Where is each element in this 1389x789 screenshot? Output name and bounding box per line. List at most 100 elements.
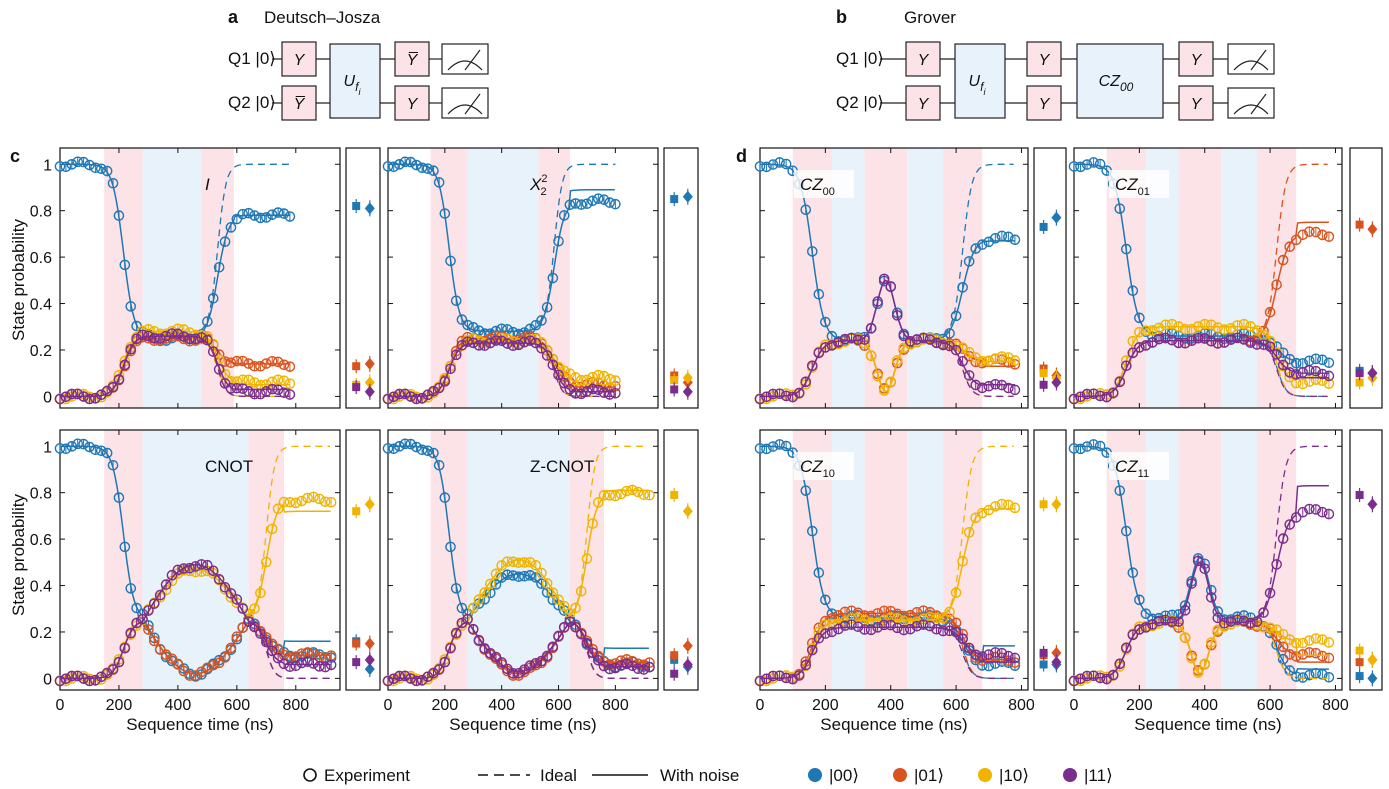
plot-frame <box>1073 429 1343 691</box>
panel-title-sub: 01 <box>1138 186 1150 198</box>
circuit-b-q2-gate-3: Y <box>1191 96 1203 113</box>
side-diamond-00 <box>682 190 693 203</box>
x-tick-label: 200 <box>431 697 458 714</box>
y-tick-label: 0.4 <box>30 579 52 596</box>
panel-title-sub: 00 <box>823 186 835 198</box>
ideal-line-00 <box>942 619 1014 680</box>
x-axis-label: Sequence time (ns) <box>1134 715 1281 734</box>
side-square-11 <box>352 658 361 667</box>
y-tick-label: 0.8 <box>30 486 52 503</box>
ideal-line-11 <box>942 628 1014 680</box>
x-tick-label: 800 <box>602 697 629 714</box>
side-diamond-11 <box>364 653 375 666</box>
region-pink <box>430 430 468 690</box>
circuit-a-q2-label: Q2 |0⟩ <box>228 93 276 112</box>
circuit-a-q1-gate-1: Y <box>294 52 306 69</box>
region-blue <box>467 148 539 408</box>
side-square-11 <box>670 669 679 678</box>
side-diamond-10 <box>682 505 693 518</box>
side-diamond-11 <box>1051 656 1062 669</box>
x-axis-label: Sequence time (ns) <box>449 715 596 734</box>
side-square-01 <box>1355 658 1364 667</box>
region-blue <box>1221 148 1258 408</box>
panel-title-CZ10: CZ10 <box>800 457 835 480</box>
legend-s11-dot <box>1063 768 1077 782</box>
plot-frame <box>759 147 1029 409</box>
x-tick-label: 200 <box>1126 697 1153 714</box>
ideal-line-10 <box>942 445 1014 615</box>
side-diamond-10 <box>1051 498 1062 511</box>
x-tick-label: 600 <box>943 697 970 714</box>
y-tick-label: 1 <box>43 157 52 174</box>
y-axis-label-top: State probability <box>9 219 28 341</box>
x-axis-label: Sequence time (ns) <box>126 715 273 734</box>
side-square-01 <box>352 639 361 648</box>
side-square-11 <box>1039 380 1048 389</box>
side-square-11 <box>352 383 361 392</box>
x-axis-label: Sequence time (ns) <box>820 715 967 734</box>
panel-title-X22: X2 2 <box>529 173 547 198</box>
panel-title-main: X <box>529 175 542 194</box>
x-tick-label: 400 <box>877 697 904 714</box>
panel-title-main: CZ <box>800 457 823 476</box>
panel-title-main: I <box>205 175 210 194</box>
side-diamond-11 <box>1367 367 1378 380</box>
side-frame <box>663 429 699 691</box>
circuit-b-oracle: Ufi <box>969 73 987 97</box>
legend-experiment-marker <box>303 768 317 782</box>
y-tick-label: 0.2 <box>30 625 52 642</box>
circuit-b-cz: CZ00 <box>1099 73 1134 94</box>
x-tick-label: 0 <box>384 697 393 714</box>
side-diamond-01 <box>1051 646 1062 659</box>
x-tick-label: 600 <box>545 697 572 714</box>
measure-icon <box>441 87 489 119</box>
plot-frame <box>59 429 341 691</box>
panel-letter-b: b <box>836 7 847 27</box>
circuit-b-q2-gate-2: Y <box>1039 96 1051 113</box>
side-diamond-00 <box>1051 211 1062 224</box>
side-diamond-00 <box>364 663 375 676</box>
plots: 00.20.40.60.81I X2 200.20.40.60.810 200 400 6… <box>30 147 1383 734</box>
panel-title-main: CZ <box>1115 175 1138 194</box>
y-tick-label: 0.4 <box>30 297 52 314</box>
y-tick-label: 0.8 <box>30 204 52 221</box>
legend-s11: |11⟩ <box>1084 766 1113 785</box>
title-box <box>794 170 854 198</box>
y-tick-label: 0.6 <box>30 250 52 267</box>
y-tick-label: 0.2 <box>30 343 52 360</box>
circuit-a-q2-gate-1: Y̅ <box>294 95 306 113</box>
circuit-a-oracle: Ufi <box>344 73 362 97</box>
side-square-11 <box>1355 369 1364 378</box>
plot-frame <box>1073 147 1343 409</box>
x-tick-label: 400 <box>488 697 515 714</box>
region-blue <box>1221 430 1258 690</box>
measure-icon <box>1227 43 1275 75</box>
circuit-a-q2-gate-2: Y <box>407 96 419 113</box>
panel-title-CNOT: CNOT <box>205 457 253 476</box>
title-box <box>794 452 854 480</box>
panel-title-sub: 11 <box>1138 468 1149 480</box>
panel-title-sup: 2 <box>541 173 547 185</box>
side-diamond-00 <box>1367 672 1378 685</box>
x-tick-label: 600 <box>1257 697 1284 714</box>
y-tick-label: 0 <box>43 389 52 406</box>
side-frame <box>1349 429 1383 691</box>
circuit-b-q1-gate-2: Y <box>1039 52 1051 69</box>
side-diamond-10 <box>1367 653 1378 666</box>
side-square-10 <box>670 376 679 385</box>
legend-s00-dot <box>808 768 822 782</box>
side-square-11 <box>1355 491 1364 499</box>
side-square-00 <box>670 195 679 204</box>
legend-s10-dot <box>978 768 992 782</box>
plot-frame <box>59 147 341 409</box>
legend-ideal: Ideal <box>540 766 577 785</box>
side-diamond-01 <box>1367 223 1378 236</box>
side-diamond-00 <box>364 202 375 215</box>
side-square-01 <box>1355 220 1364 229</box>
side-square-10 <box>352 507 361 516</box>
side-diamond-11 <box>364 385 375 398</box>
circuit-a-q1-gate-2: Y̅ <box>407 51 419 69</box>
panel-letter-a: a <box>228 7 239 27</box>
plot-frame <box>387 429 659 691</box>
side-square-01 <box>352 362 361 371</box>
